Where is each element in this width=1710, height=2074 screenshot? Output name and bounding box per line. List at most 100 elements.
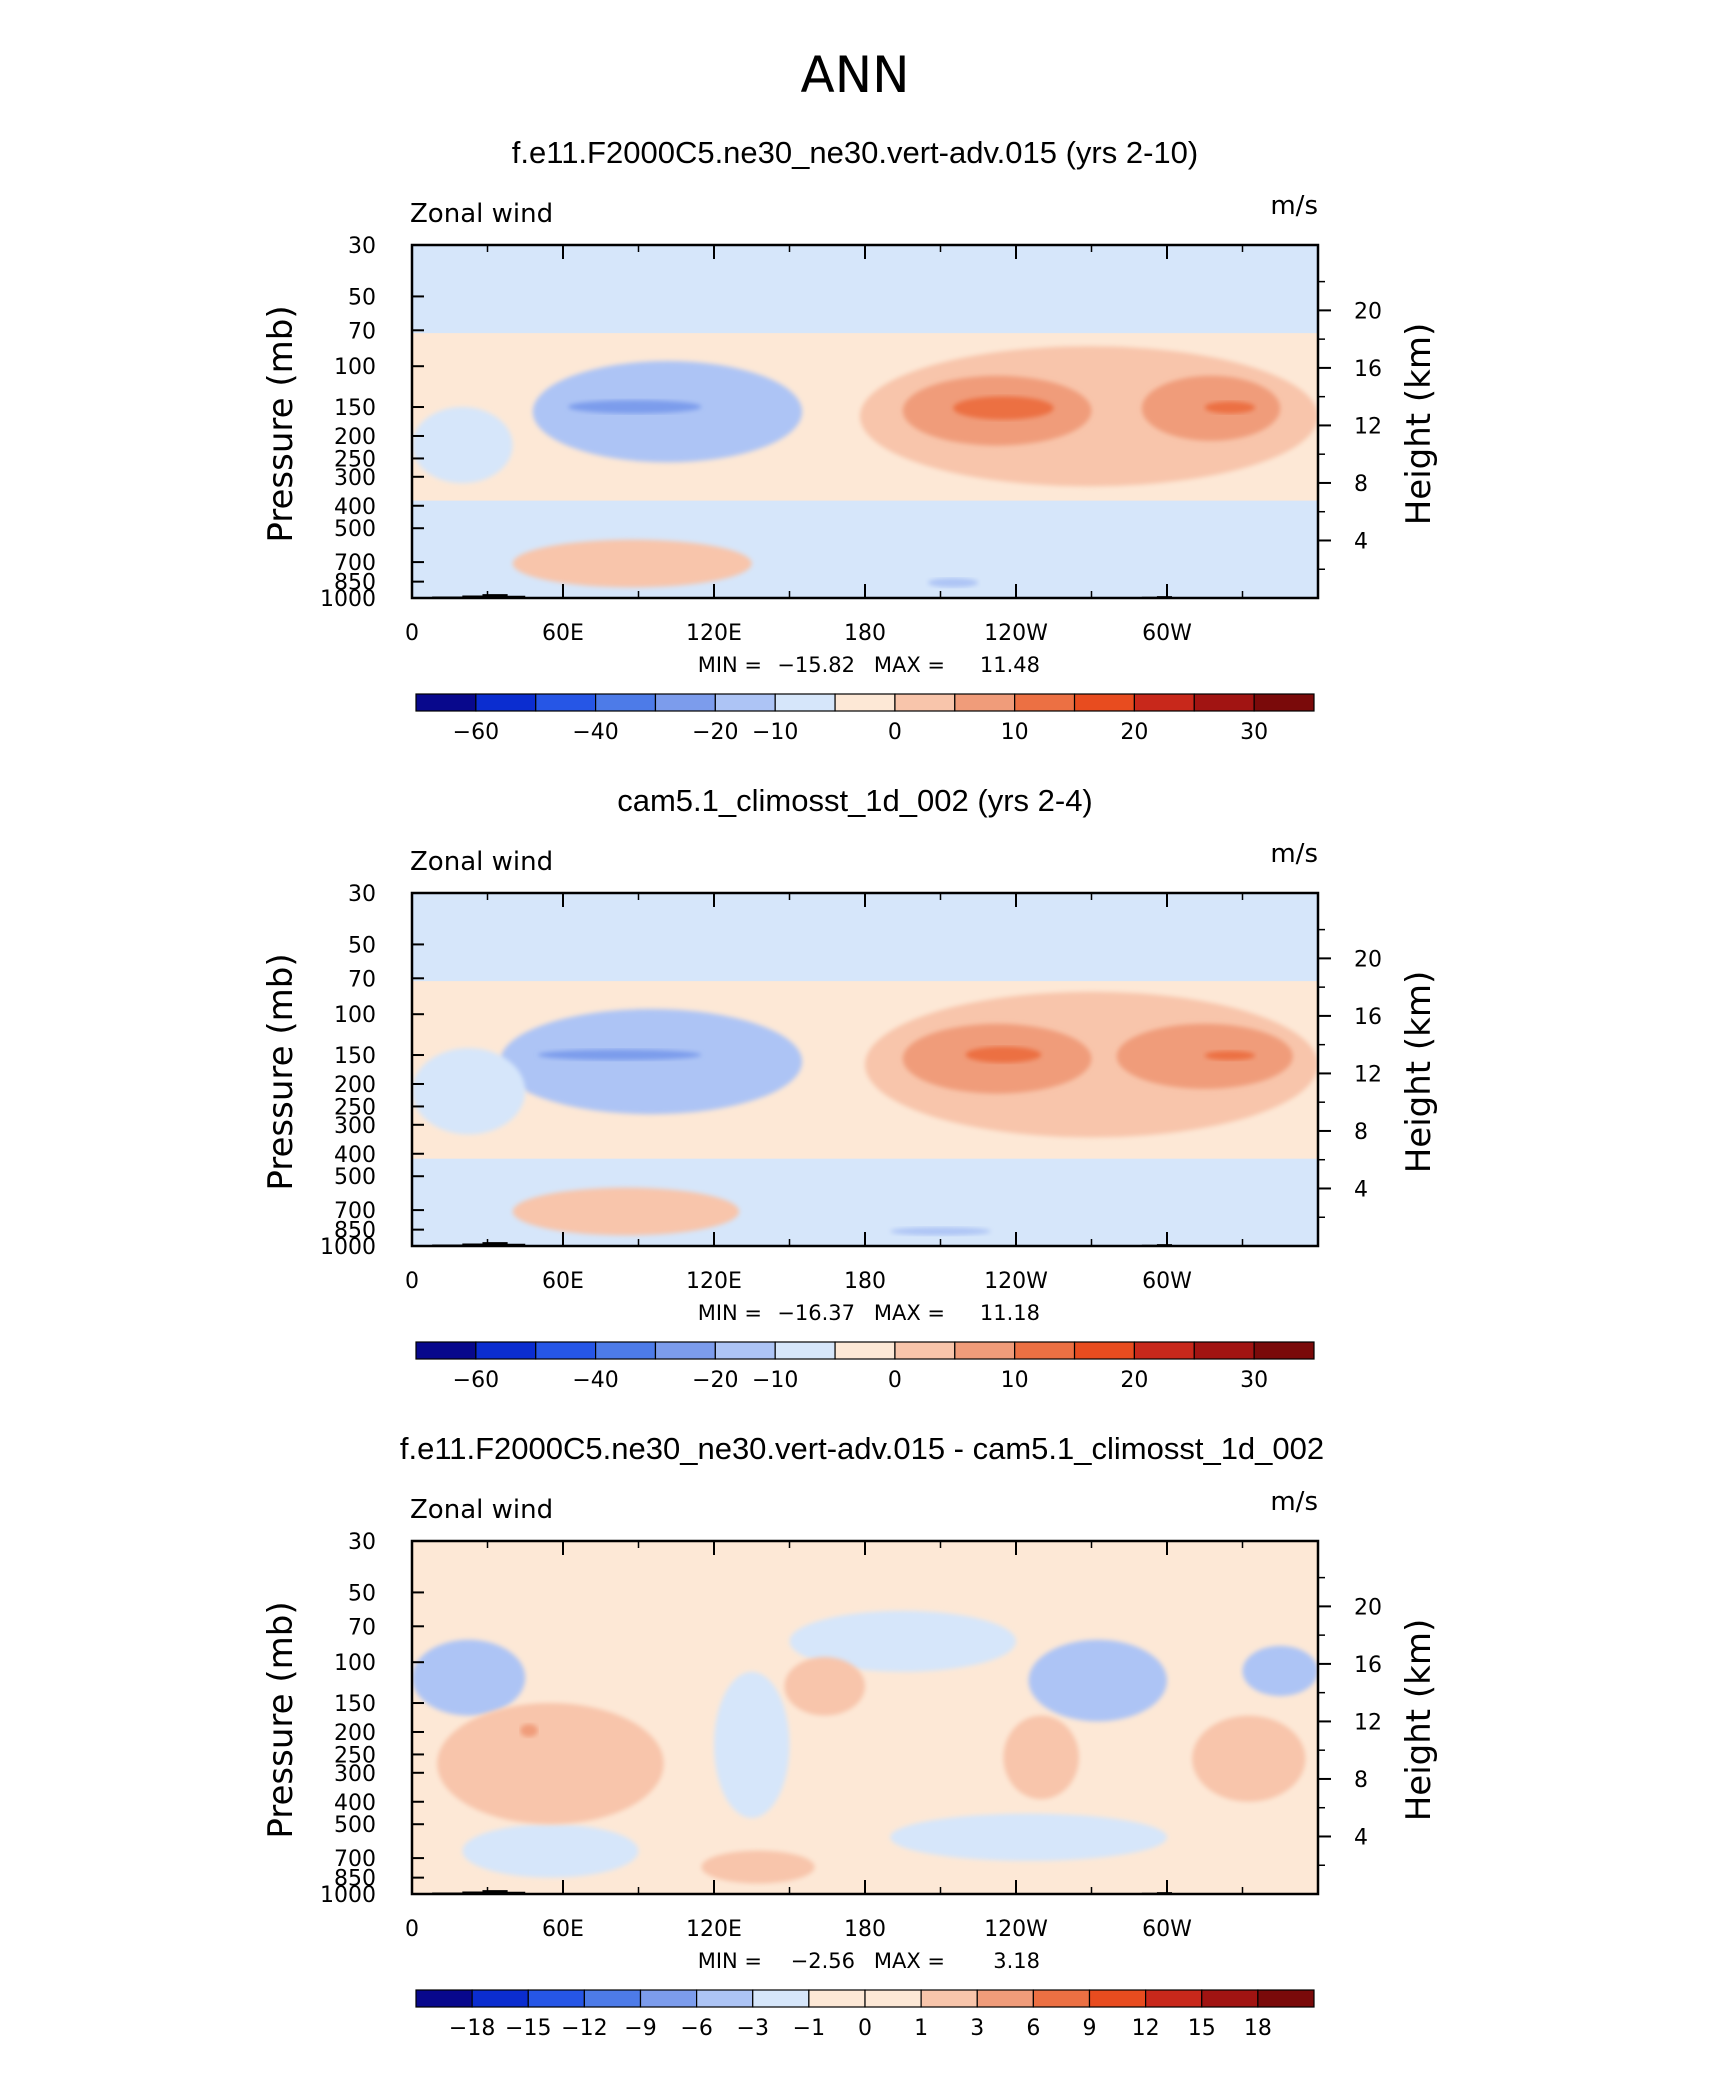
y-tick-label: 400 bbox=[334, 495, 376, 520]
colorbar-swatch bbox=[1073, 1341, 1135, 1360]
y2-tick-label: 20 bbox=[1354, 299, 1382, 324]
y-tick-label: 500 bbox=[334, 1813, 376, 1838]
min-value: −16.37 bbox=[777, 1301, 855, 1325]
colorbar-label: 30 bbox=[1240, 1368, 1268, 1393]
colorbar-label: −10 bbox=[752, 1368, 798, 1393]
y-tick-label: 850 bbox=[334, 1219, 376, 1244]
y2-tick-label: 16 bbox=[1354, 1005, 1382, 1030]
panel-title: f.e11.F2000C5.ne30_ne30.vert-adv.015 (yr… bbox=[512, 135, 1198, 170]
variable-label: Zonal wind bbox=[410, 1495, 553, 1525]
contour-region bbox=[437, 1703, 664, 1825]
panel-title: f.e11.F2000C5.ne30_ne30.vert-adv.015 - c… bbox=[400, 1431, 1324, 1466]
contour-region bbox=[1242, 1645, 1318, 1697]
colorbar-swatch bbox=[954, 693, 1016, 712]
max-value: 11.18 bbox=[980, 1301, 1040, 1325]
contour-region bbox=[714, 1671, 790, 1818]
x-tick-label: 180 bbox=[844, 1917, 886, 1942]
y-tick-label: 250 bbox=[334, 1743, 376, 1768]
units-label: m/s bbox=[1270, 839, 1318, 869]
colorbar: −60 −40 −20 −10 0 10 20 30 bbox=[415, 693, 1315, 745]
y-tick-label: 400 bbox=[334, 1143, 376, 1168]
y-tick-label: 200 bbox=[334, 1073, 376, 1098]
colorbar-swatch bbox=[1253, 693, 1315, 712]
colorbar-swatch bbox=[976, 1989, 1034, 2008]
colorbar-label: −3 bbox=[737, 2016, 769, 2041]
contour-region bbox=[520, 1724, 538, 1737]
y-tick-label: 100 bbox=[334, 1003, 376, 1028]
x-tick-label: 60E bbox=[542, 1917, 584, 1942]
colorbar-swatch bbox=[752, 1989, 810, 2008]
colorbar-label: 0 bbox=[858, 2016, 872, 2041]
y2-tick-label: 20 bbox=[1354, 1595, 1382, 1620]
colorbar-swatch bbox=[920, 1989, 978, 2008]
colorbar-swatch bbox=[535, 693, 597, 712]
y-tick-label: 150 bbox=[334, 396, 376, 421]
colorbar-label: 10 bbox=[1001, 1368, 1029, 1393]
max-label: MAX = bbox=[874, 1949, 945, 1973]
min-label: MIN = bbox=[698, 1949, 762, 1973]
y2-tick-label: 12 bbox=[1354, 1710, 1382, 1735]
contour-region bbox=[890, 1227, 991, 1236]
y-tick-label: 150 bbox=[334, 1044, 376, 1069]
x-tick-label: 120E bbox=[686, 1269, 742, 1294]
colorbar-label: 20 bbox=[1120, 720, 1148, 745]
colorbar-swatch bbox=[475, 1341, 537, 1360]
y-axis-label: Pressure (mb) bbox=[261, 1601, 301, 1838]
units-label: m/s bbox=[1270, 191, 1318, 221]
colorbar-swatch bbox=[1032, 1989, 1091, 2008]
y2-tick-label: 12 bbox=[1354, 414, 1382, 439]
colorbar-label: 30 bbox=[1240, 720, 1268, 745]
y2-tick-label: 8 bbox=[1354, 1120, 1368, 1145]
y2-tick-label: 16 bbox=[1354, 1653, 1382, 1678]
x-tick-label: 180 bbox=[844, 1269, 886, 1294]
contour-region bbox=[412, 1639, 526, 1716]
y2-tick-label: 8 bbox=[1354, 472, 1368, 497]
y-tick-label: 250 bbox=[334, 1095, 376, 1120]
colorbar-swatch bbox=[1014, 1341, 1076, 1360]
colorbar-label: 15 bbox=[1188, 2016, 1216, 2041]
y-tick-label: 30 bbox=[348, 234, 376, 259]
y2-tick-label: 4 bbox=[1354, 1825, 1368, 1850]
min-value: −15.82 bbox=[777, 653, 855, 677]
colorbar-swatch bbox=[594, 693, 657, 712]
colorbar-swatch bbox=[1193, 693, 1255, 712]
x-tick-label: 60E bbox=[542, 1269, 584, 1294]
contour-region bbox=[953, 396, 1054, 420]
colorbar-swatch bbox=[1257, 1989, 1315, 2008]
max-value: 11.48 bbox=[980, 653, 1040, 677]
y-tick-label: 30 bbox=[348, 882, 376, 907]
y-tick-label: 500 bbox=[334, 517, 376, 542]
x-tick-label: 120W bbox=[984, 1917, 1048, 1942]
y-tick-label: 50 bbox=[348, 1581, 376, 1606]
colorbar-swatch bbox=[1133, 693, 1195, 712]
colorbar-swatch bbox=[583, 1989, 642, 2008]
y-axis-label: Pressure (mb) bbox=[261, 953, 301, 1190]
y2-tick-label: 20 bbox=[1354, 947, 1382, 972]
variable-label: Zonal wind bbox=[410, 199, 553, 229]
y-tick-label: 250 bbox=[334, 447, 376, 472]
colorbar-label: 1 bbox=[914, 2016, 928, 2041]
y2-axis-label: Height (km) bbox=[1399, 1619, 1439, 1822]
colorbar-swatch bbox=[1145, 1989, 1203, 2008]
contour-region bbox=[1003, 1715, 1079, 1800]
y2-tick-label: 4 bbox=[1354, 529, 1368, 554]
colorbar-label: −9 bbox=[624, 2016, 656, 2041]
x-tick-label: 180 bbox=[844, 621, 886, 646]
min-label: MIN = bbox=[698, 1301, 762, 1325]
x-tick-label: 60W bbox=[1142, 1917, 1192, 1942]
contour-region bbox=[927, 578, 979, 588]
colorbar-swatch bbox=[714, 1341, 776, 1360]
x-tick-label: 60E bbox=[542, 621, 584, 646]
x-tick-label: 60W bbox=[1142, 1269, 1192, 1294]
max-label: MAX = bbox=[874, 1301, 945, 1325]
contour-region bbox=[1204, 1050, 1256, 1061]
contour-region bbox=[1116, 1023, 1293, 1089]
contour-band bbox=[412, 245, 1318, 334]
contour-region bbox=[701, 1850, 815, 1884]
contour-region bbox=[789, 1610, 1016, 1672]
contour-band bbox=[412, 893, 1318, 982]
colorbar-swatch bbox=[639, 1989, 698, 2008]
colorbar-label: −60 bbox=[453, 1368, 499, 1393]
colorbar-swatch bbox=[834, 1341, 896, 1360]
